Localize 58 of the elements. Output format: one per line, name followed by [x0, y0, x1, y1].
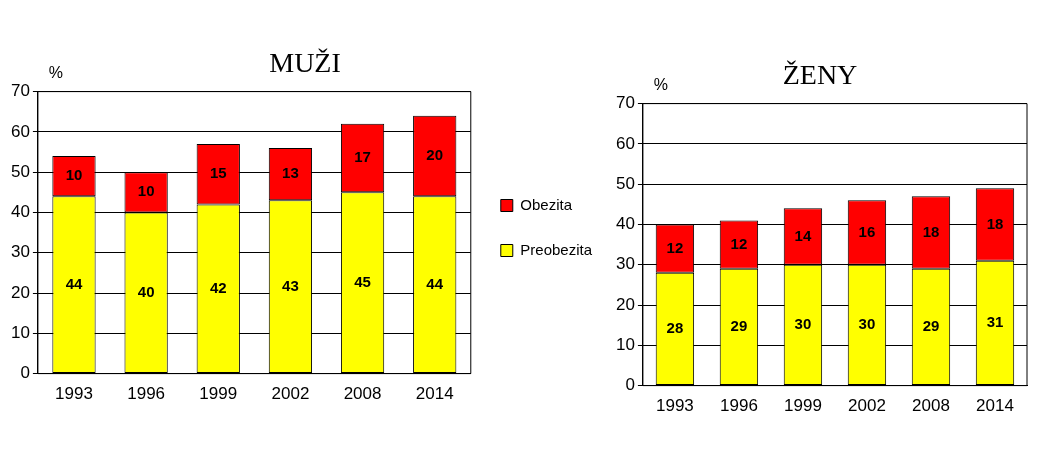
data-label: 13 — [282, 164, 299, 182]
y-tick-label: 0 — [625, 375, 635, 395]
data-label: 28 — [666, 319, 684, 337]
x-tick-label: 2014 — [976, 396, 1014, 416]
x-tick-label: 2002 — [271, 384, 310, 404]
data-label: 16 — [858, 222, 876, 240]
data-label: 30 — [794, 315, 812, 333]
x-tick-label: 1996 — [720, 396, 758, 416]
chart-title: ŽENY — [782, 59, 858, 91]
x-tick-label: 1993 — [55, 384, 93, 404]
y-tick-label: 10 — [10, 323, 30, 342]
y-tick-label: 70 — [615, 93, 635, 113]
y-tick-label: 60 — [615, 133, 635, 153]
legend-label: Obezita — [520, 195, 573, 213]
data-label: 17 — [354, 148, 371, 166]
data-label: 29 — [922, 317, 940, 335]
data-label: 29 — [730, 317, 748, 335]
data-label: 42 — [209, 278, 227, 296]
y-tick-label: 10 — [615, 335, 635, 354]
y-tick-label: 50 — [615, 173, 635, 193]
data-label: 31 — [986, 313, 1004, 331]
x-tick-label: 1999 — [199, 384, 238, 404]
y-tick-label: 30 — [615, 254, 635, 274]
data-label: 20 — [426, 146, 444, 164]
chart-title: MUŽI — [269, 47, 341, 79]
x-tick-label: 1999 — [784, 396, 822, 416]
data-label: 40 — [137, 282, 155, 300]
y-tick-label: 40 — [615, 214, 635, 234]
data-label: 15 — [209, 164, 227, 182]
y-axis-title: % — [653, 76, 669, 94]
data-label: 45 — [354, 272, 371, 290]
data-label: 44 — [426, 274, 444, 292]
y-tick-label: 70 — [10, 81, 30, 101]
legend-label: Preobezita — [520, 240, 593, 258]
y-tick-label: 20 — [615, 294, 635, 314]
data-label: 30 — [858, 315, 876, 333]
data-label: 18 — [986, 214, 1004, 232]
y-axis-title: % — [48, 64, 64, 82]
y-tick-label: 40 — [10, 202, 30, 222]
x-tick-label: 2014 — [415, 384, 454, 404]
x-tick-label: 1996 — [127, 384, 166, 404]
data-label: 43 — [282, 276, 299, 294]
y-tick-label: 0 — [20, 363, 30, 383]
y-tick-label: 50 — [10, 161, 30, 181]
x-tick-label: 1993 — [656, 396, 694, 416]
y-tick-label: 60 — [10, 121, 30, 141]
x-tick-label: 2002 — [848, 396, 886, 416]
x-tick-label: 2008 — [343, 384, 382, 404]
data-label: 18 — [922, 222, 940, 240]
data-label: 10 — [137, 182, 155, 200]
x-tick-label: 2008 — [912, 396, 950, 416]
y-tick-label: 20 — [10, 282, 30, 302]
data-label: 12 — [730, 234, 748, 252]
data-label: 12 — [666, 238, 684, 256]
data-label: 44 — [65, 274, 83, 292]
data-label: 14 — [794, 226, 812, 244]
y-tick-label: 30 — [10, 242, 30, 262]
data-label: 10 — [65, 166, 83, 184]
